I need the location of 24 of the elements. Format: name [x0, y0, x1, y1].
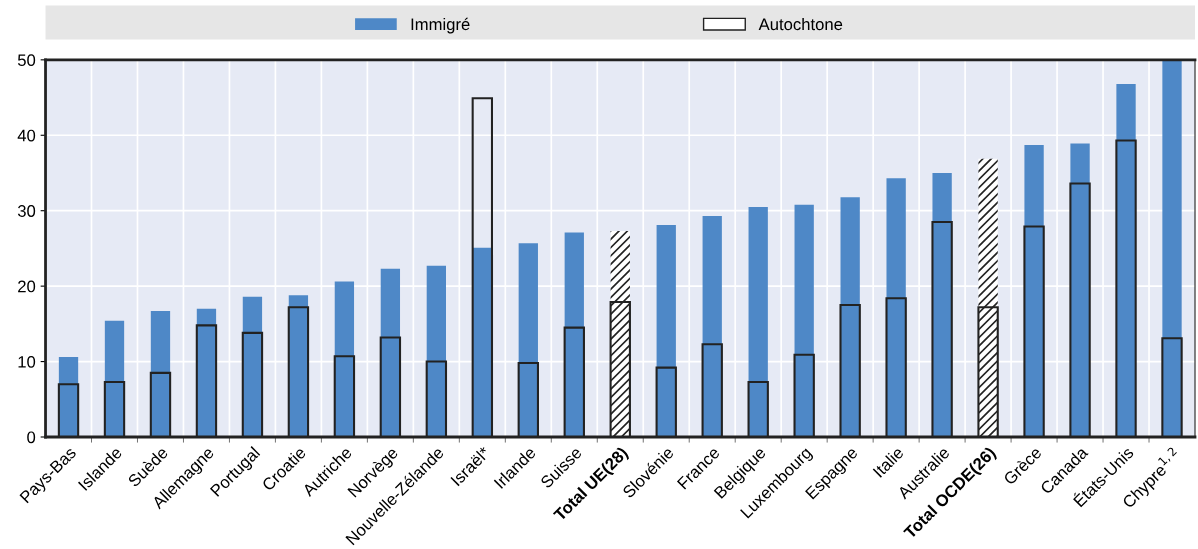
- bar: [702, 215, 722, 437]
- bar: [978, 158, 998, 437]
- bar: [794, 204, 814, 437]
- bar: [656, 225, 676, 437]
- bar: [748, 206, 768, 437]
- bar: [334, 281, 355, 437]
- bar: [104, 320, 125, 437]
- y-tick-label: 50: [17, 54, 36, 67]
- bar: [380, 268, 401, 437]
- bar: [518, 243, 538, 437]
- bar: [610, 231, 630, 437]
- bar: [1162, 60, 1182, 437]
- y-tick-label: 0: [27, 431, 36, 444]
- y-tick-label: 40: [17, 129, 36, 142]
- y-tick-label: 20: [18, 280, 36, 293]
- bar: [426, 265, 446, 437]
- legend-label: Autochtone: [758, 17, 843, 31]
- bar: [1024, 145, 1044, 437]
- y-tick-label: 10: [18, 355, 36, 368]
- bar: [840, 197, 860, 437]
- legend-label: Immigré: [411, 17, 470, 34]
- bar: [564, 232, 584, 437]
- bar: [150, 311, 171, 437]
- y-tick-label: 30: [17, 205, 36, 217]
